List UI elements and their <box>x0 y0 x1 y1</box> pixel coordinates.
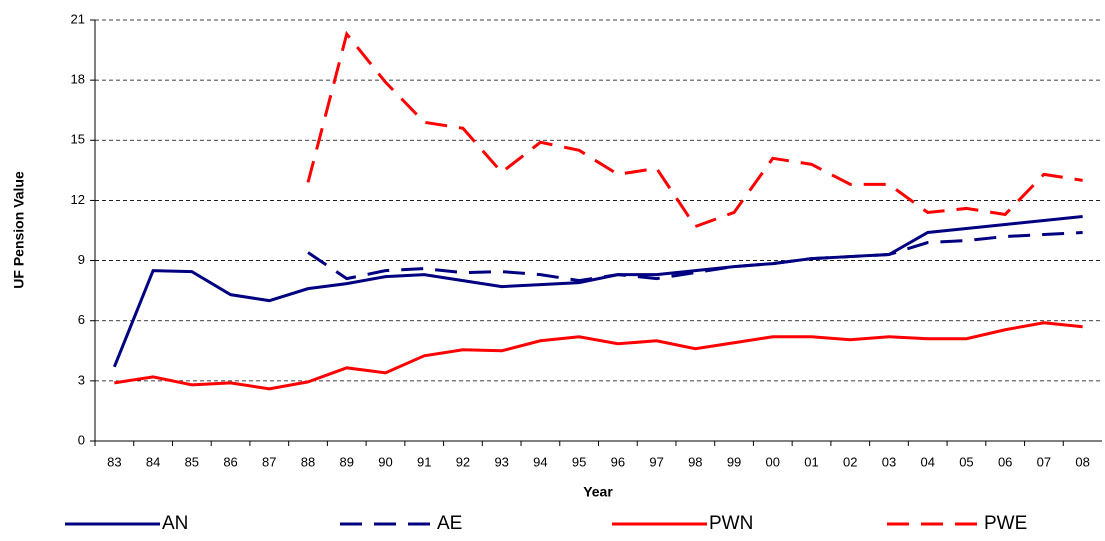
x-tick-label: 06 <box>998 454 1012 469</box>
x-tick-label: 01 <box>804 454 818 469</box>
legend-label: PWN <box>709 513 753 534</box>
x-tick-label: 84 <box>146 454 160 469</box>
y-tick-label: 0 <box>78 432 85 447</box>
legend-label: PWE <box>984 513 1027 534</box>
y-tick-label: 15 <box>71 132 85 147</box>
y-tick-label: 6 <box>78 312 85 327</box>
x-tick-label: 85 <box>185 454 199 469</box>
x-tick-label: 98 <box>688 454 702 469</box>
legend-label: AN <box>162 513 188 534</box>
x-tick-label: 97 <box>649 454 663 469</box>
y-tick-label: 9 <box>78 252 85 267</box>
legend-label: AE <box>437 513 462 534</box>
x-tick-label: 91 <box>417 454 431 469</box>
x-tick-label: 00 <box>766 454 780 469</box>
x-tick-label: 89 <box>340 454 354 469</box>
series-line <box>307 231 1083 283</box>
x-tick-label: 99 <box>727 454 741 469</box>
x-tick-label: 08 <box>1075 454 1089 469</box>
y-tick-label: 3 <box>78 372 85 387</box>
x-tick-label: 92 <box>456 454 470 469</box>
y-tick-label: 12 <box>71 192 85 207</box>
y-tick-label: 21 <box>71 11 85 26</box>
x-tick-label: 86 <box>223 454 237 469</box>
x-tick-label: 05 <box>959 454 973 469</box>
y-tick-label: 18 <box>71 72 85 87</box>
x-tick-label: 96 <box>611 454 625 469</box>
x-tick-label: 02 <box>843 454 857 469</box>
x-tick-label: 90 <box>378 454 392 469</box>
y-axis-title: UF Pension Value <box>11 171 27 289</box>
x-tick-label: 83 <box>107 454 121 469</box>
x-tick-label: 88 <box>301 454 315 469</box>
x-tick-label: 95 <box>572 454 586 469</box>
x-tick-label: 07 <box>1037 454 1051 469</box>
x-tick-label: 04 <box>920 454 934 469</box>
series-line <box>114 321 1083 391</box>
x-axis-title: Year <box>583 484 613 500</box>
series-line <box>112 214 1083 368</box>
series-line <box>306 30 1083 229</box>
x-tick-label: 03 <box>882 454 896 469</box>
x-tick-label: 93 <box>494 454 508 469</box>
x-tick-label: 87 <box>262 454 276 469</box>
x-tick-label: 94 <box>533 454 547 469</box>
